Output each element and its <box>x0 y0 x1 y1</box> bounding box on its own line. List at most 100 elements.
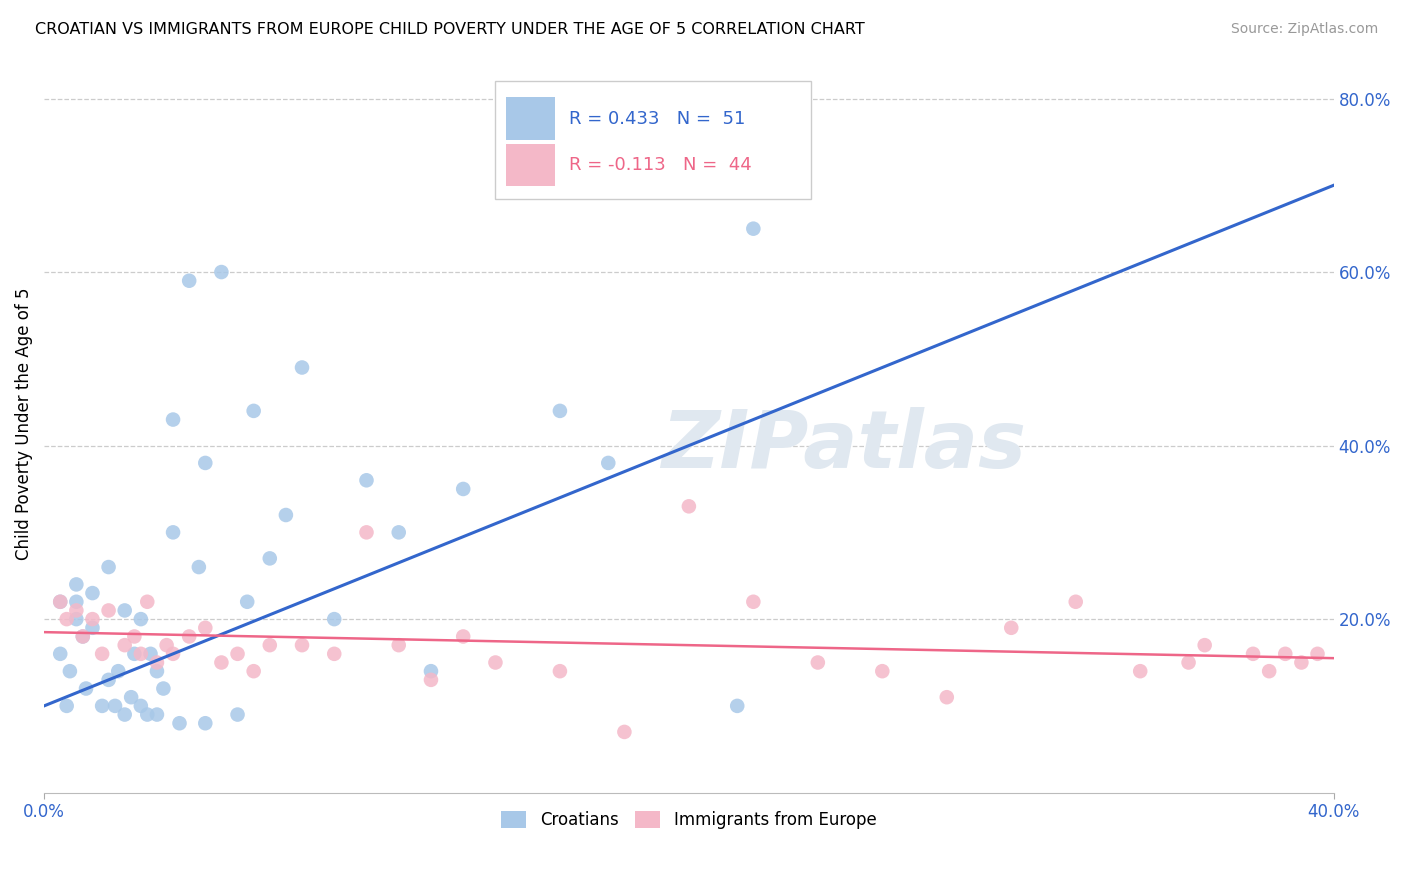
Text: R = -0.113   N =  44: R = -0.113 N = 44 <box>569 156 752 174</box>
Point <box>139 647 162 661</box>
Point <box>82 612 104 626</box>
Point <box>274 508 297 522</box>
Point <box>97 603 120 617</box>
Point <box>356 473 378 487</box>
Point <box>107 664 129 678</box>
Point <box>501 153 523 167</box>
Point <box>136 707 159 722</box>
Point <box>55 698 77 713</box>
Text: R = 0.433   N =  51: R = 0.433 N = 51 <box>569 110 745 128</box>
Point <box>226 647 249 661</box>
Point <box>194 621 217 635</box>
FancyBboxPatch shape <box>506 97 555 140</box>
Point <box>82 621 104 635</box>
Point <box>120 690 142 705</box>
Point <box>124 647 146 661</box>
Point <box>162 412 184 426</box>
Point <box>388 638 411 652</box>
Point <box>146 664 169 678</box>
Point <box>209 656 232 670</box>
Point <box>291 360 314 375</box>
Text: ZIPatlas: ZIPatlas <box>661 407 1026 485</box>
Point <box>75 681 97 696</box>
Point <box>179 630 201 644</box>
Point <box>872 664 894 678</box>
Point <box>1291 656 1313 670</box>
Point <box>49 595 72 609</box>
Point <box>146 656 169 670</box>
Point <box>82 586 104 600</box>
Point <box>156 638 179 652</box>
Point <box>114 707 136 722</box>
Point <box>65 577 87 591</box>
Point <box>678 500 700 514</box>
Point <box>451 482 474 496</box>
Point <box>162 647 184 661</box>
Point <box>388 525 411 540</box>
Point <box>1177 656 1199 670</box>
Point <box>259 638 281 652</box>
Point <box>598 456 620 470</box>
Text: Source: ZipAtlas.com: Source: ZipAtlas.com <box>1230 22 1378 37</box>
Point <box>242 664 264 678</box>
Point <box>1064 595 1087 609</box>
Point <box>114 603 136 617</box>
Point <box>725 698 748 713</box>
Point <box>129 698 152 713</box>
Point <box>1194 638 1216 652</box>
Point <box>114 638 136 652</box>
Point <box>259 551 281 566</box>
Point <box>194 456 217 470</box>
Point <box>323 647 346 661</box>
Point <box>548 404 571 418</box>
Point <box>242 404 264 418</box>
Point <box>65 603 87 617</box>
Point <box>179 274 201 288</box>
Point <box>935 690 957 705</box>
Point <box>104 698 127 713</box>
Point <box>49 595 72 609</box>
Point <box>1000 621 1022 635</box>
Point <box>65 612 87 626</box>
Point <box>451 630 474 644</box>
Point <box>194 716 217 731</box>
Point <box>1241 647 1264 661</box>
Point <box>1129 664 1152 678</box>
Point <box>226 707 249 722</box>
FancyBboxPatch shape <box>506 144 555 186</box>
Point <box>97 560 120 574</box>
Point <box>209 265 232 279</box>
Point <box>187 560 209 574</box>
Legend: Croatians, Immigrants from Europe: Croatians, Immigrants from Europe <box>495 805 883 836</box>
Point <box>420 664 443 678</box>
Point <box>1258 664 1281 678</box>
Point <box>65 595 87 609</box>
Point <box>97 673 120 687</box>
Point <box>124 630 146 644</box>
Point <box>484 656 506 670</box>
Point <box>55 612 77 626</box>
FancyBboxPatch shape <box>495 81 811 199</box>
Point <box>49 647 72 661</box>
Point <box>356 525 378 540</box>
Point <box>613 725 636 739</box>
Point <box>152 681 174 696</box>
Point <box>72 630 94 644</box>
Point <box>146 707 169 722</box>
Point <box>136 595 159 609</box>
Point <box>807 656 830 670</box>
Point <box>236 595 259 609</box>
Point <box>162 525 184 540</box>
Point <box>72 630 94 644</box>
Point <box>59 664 82 678</box>
Point <box>91 698 114 713</box>
Point <box>420 673 443 687</box>
Point <box>291 638 314 652</box>
Point <box>169 716 191 731</box>
Point <box>742 595 765 609</box>
Point <box>742 221 765 235</box>
Point <box>1306 647 1329 661</box>
Point <box>129 647 152 661</box>
Point <box>323 612 346 626</box>
Y-axis label: Child Poverty Under the Age of 5: Child Poverty Under the Age of 5 <box>15 287 32 560</box>
